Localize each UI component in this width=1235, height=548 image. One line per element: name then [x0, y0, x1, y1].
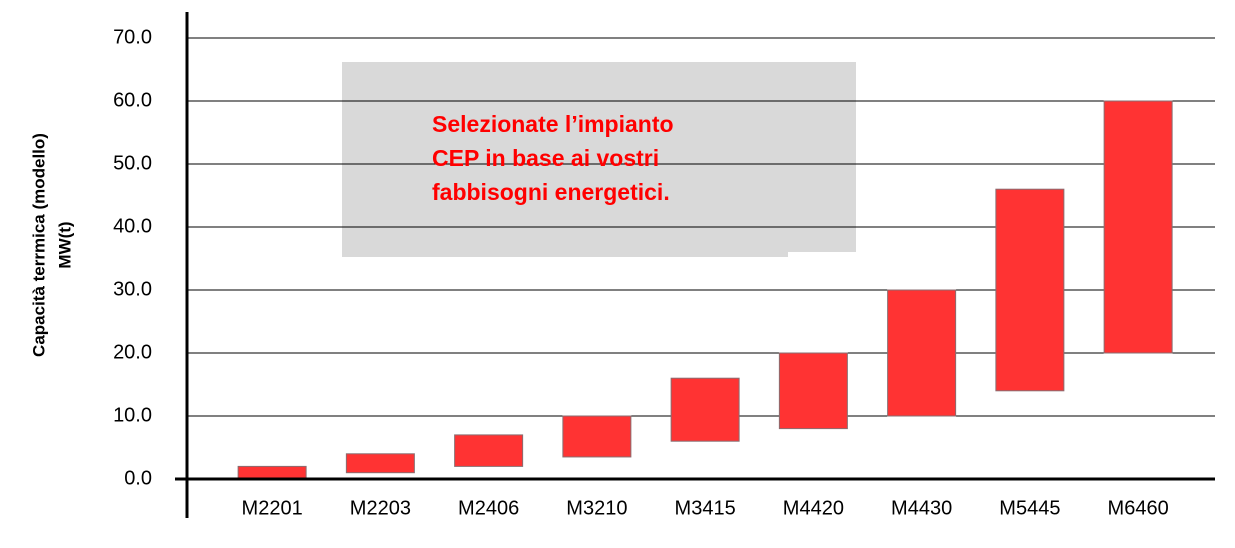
- x-tick-label: M6460: [1108, 497, 1169, 519]
- bar: [887, 289, 957, 417]
- bar: [778, 352, 848, 430]
- x-tick-label: M2406: [458, 497, 519, 519]
- annotation-text: CEP in base ai vostri: [432, 145, 659, 171]
- y-axis-label-line: MW(t): [55, 221, 74, 268]
- annotation-box: [342, 62, 856, 252]
- x-tick-label: M2201: [242, 497, 303, 519]
- x-tick-label: M3210: [566, 497, 627, 519]
- y-tick-label: 0.0: [124, 467, 152, 489]
- x-tick-label: M4420: [783, 497, 844, 519]
- y-tick-label: 50.0: [113, 152, 152, 174]
- bar: [454, 434, 524, 467]
- y-tick-label: 30.0: [113, 278, 152, 300]
- y-tick-label: 20.0: [113, 341, 152, 363]
- bar: [345, 453, 415, 474]
- bar: [562, 415, 632, 458]
- bar: [995, 188, 1065, 392]
- y-tick-label: 10.0: [113, 404, 152, 426]
- y-tick-label: 60.0: [113, 89, 152, 111]
- annotation-text: Selezionate l’impianto: [432, 111, 674, 137]
- x-tick-label: M3415: [675, 497, 736, 519]
- y-axis-label-line: Capacità terrmica (modello): [29, 133, 48, 357]
- x-tick-label: M4430: [891, 497, 952, 519]
- y-tick-label: 70.0: [113, 26, 152, 48]
- y-tick-label: 40.0: [113, 215, 152, 237]
- annotation-box-tail: [342, 250, 788, 257]
- annotation-text: fabbisogni energetici.: [432, 179, 670, 205]
- bar: [670, 377, 740, 442]
- x-tick-label: M5445: [999, 497, 1060, 519]
- y-axis-label: Capacità terrmica (modello) MW(t): [29, 133, 74, 357]
- x-tick-label: M2203: [350, 497, 411, 519]
- bar: [1103, 100, 1173, 354]
- bar: [237, 465, 307, 480]
